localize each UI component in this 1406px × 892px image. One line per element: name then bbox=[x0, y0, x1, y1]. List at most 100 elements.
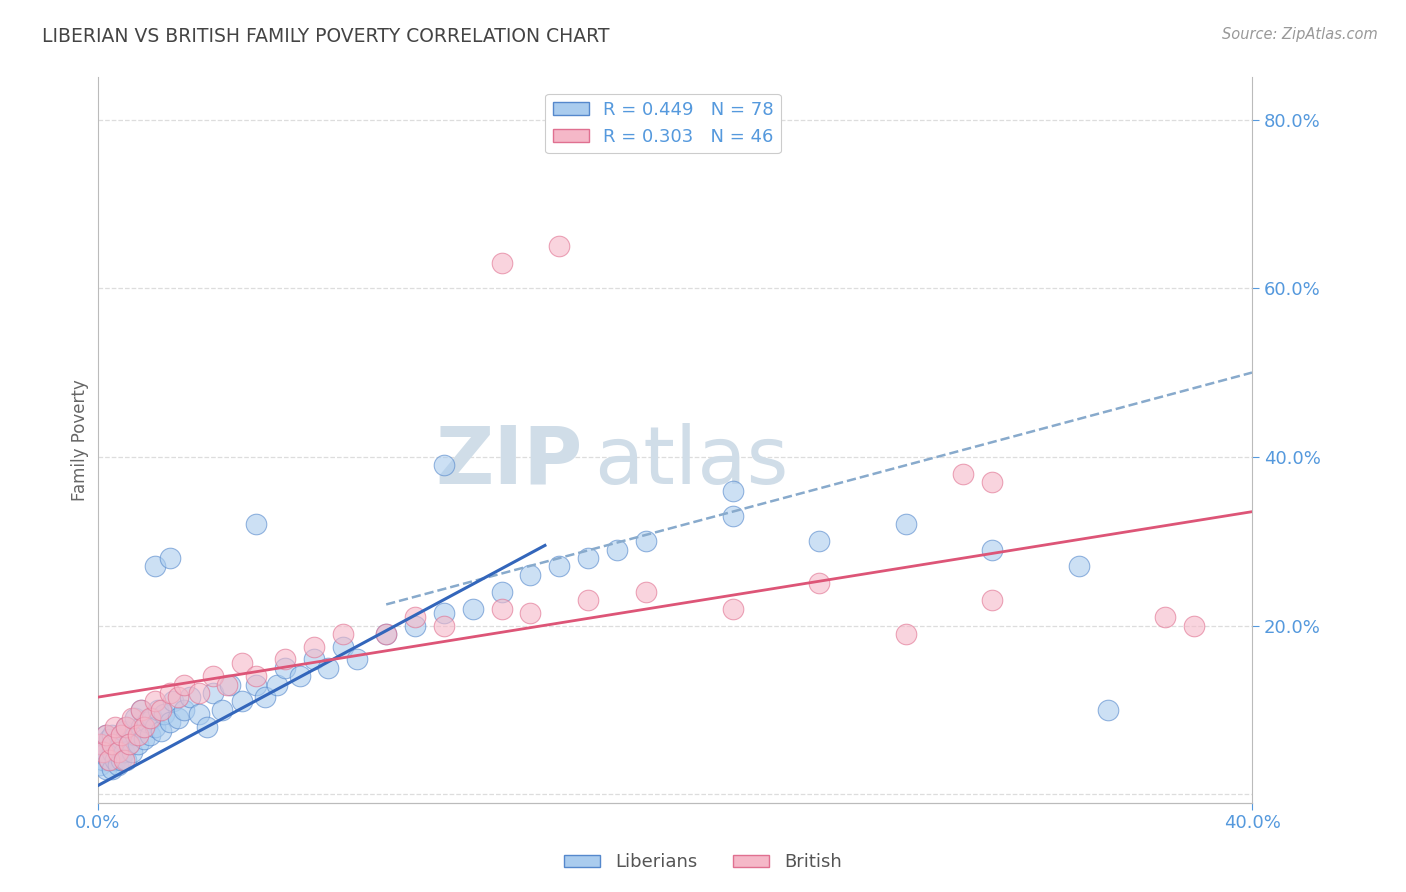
Point bbox=[808, 576, 831, 591]
Point bbox=[318, 661, 340, 675]
Point bbox=[266, 677, 288, 691]
Point bbox=[202, 669, 225, 683]
Point bbox=[98, 732, 121, 747]
Point bbox=[127, 728, 149, 742]
Point bbox=[167, 690, 190, 705]
Point bbox=[159, 715, 181, 730]
Point bbox=[124, 728, 146, 742]
Point bbox=[634, 534, 657, 549]
Point bbox=[107, 740, 129, 755]
Point bbox=[153, 707, 176, 722]
Point bbox=[150, 703, 173, 717]
Point bbox=[288, 669, 311, 683]
Point bbox=[132, 732, 155, 747]
Point bbox=[491, 256, 513, 270]
Text: Source: ZipAtlas.com: Source: ZipAtlas.com bbox=[1222, 27, 1378, 42]
Point bbox=[721, 508, 744, 523]
Text: ZIP: ZIP bbox=[436, 423, 582, 500]
Point bbox=[952, 467, 974, 481]
Point bbox=[721, 601, 744, 615]
Point bbox=[96, 728, 118, 742]
Point bbox=[148, 703, 170, 717]
Point bbox=[159, 686, 181, 700]
Point bbox=[129, 703, 152, 717]
Point bbox=[1067, 559, 1090, 574]
Point bbox=[219, 677, 242, 691]
Point bbox=[143, 694, 166, 708]
Point bbox=[217, 677, 239, 691]
Point bbox=[93, 745, 115, 759]
Point bbox=[433, 618, 456, 632]
Y-axis label: Family Poverty: Family Poverty bbox=[72, 379, 89, 501]
Point bbox=[101, 745, 124, 759]
Point bbox=[159, 551, 181, 566]
Point bbox=[89, 737, 111, 751]
Point bbox=[129, 703, 152, 717]
Point bbox=[118, 737, 141, 751]
Point bbox=[491, 601, 513, 615]
Point bbox=[173, 703, 195, 717]
Point bbox=[981, 593, 1004, 607]
Point bbox=[1182, 618, 1205, 632]
Point bbox=[107, 745, 129, 759]
Point bbox=[118, 737, 141, 751]
Point bbox=[138, 711, 160, 725]
Point bbox=[138, 728, 160, 742]
Point bbox=[346, 652, 368, 666]
Point bbox=[132, 720, 155, 734]
Point bbox=[112, 723, 135, 738]
Point bbox=[274, 652, 297, 666]
Point bbox=[112, 745, 135, 759]
Point bbox=[89, 757, 111, 772]
Point bbox=[491, 584, 513, 599]
Point bbox=[129, 720, 152, 734]
Text: LIBERIAN VS BRITISH FAMILY POVERTY CORRELATION CHART: LIBERIAN VS BRITISH FAMILY POVERTY CORRE… bbox=[42, 27, 610, 45]
Point bbox=[104, 754, 127, 768]
Point bbox=[634, 584, 657, 599]
Point bbox=[93, 754, 115, 768]
Point bbox=[245, 517, 267, 532]
Point bbox=[548, 559, 571, 574]
Point bbox=[150, 723, 173, 738]
Point bbox=[302, 640, 325, 654]
Point bbox=[104, 720, 127, 734]
Point bbox=[548, 239, 571, 253]
Point bbox=[98, 754, 121, 768]
Point bbox=[808, 534, 831, 549]
Point bbox=[1154, 610, 1177, 624]
Point bbox=[195, 720, 218, 734]
Point bbox=[96, 745, 118, 759]
Point bbox=[187, 686, 209, 700]
Point bbox=[253, 690, 276, 705]
Point bbox=[433, 458, 456, 473]
Point bbox=[179, 690, 201, 705]
Point bbox=[135, 715, 157, 730]
Point bbox=[519, 568, 541, 582]
Point bbox=[115, 754, 138, 768]
Point bbox=[124, 711, 146, 725]
Point bbox=[721, 483, 744, 498]
Point bbox=[112, 754, 135, 768]
Point bbox=[576, 551, 599, 566]
Point bbox=[162, 694, 184, 708]
Point bbox=[104, 737, 127, 751]
Point bbox=[894, 627, 917, 641]
Point bbox=[332, 640, 354, 654]
Point bbox=[894, 517, 917, 532]
Point bbox=[101, 737, 124, 751]
Point bbox=[121, 745, 143, 759]
Point bbox=[404, 618, 426, 632]
Point bbox=[981, 475, 1004, 490]
Text: atlas: atlas bbox=[593, 423, 789, 500]
Point bbox=[143, 720, 166, 734]
Point bbox=[115, 720, 138, 734]
Point bbox=[211, 703, 233, 717]
Point bbox=[110, 754, 132, 768]
Point bbox=[274, 661, 297, 675]
Point bbox=[519, 606, 541, 620]
Point bbox=[231, 694, 253, 708]
Point bbox=[96, 728, 118, 742]
Point bbox=[231, 657, 253, 671]
Point bbox=[167, 711, 190, 725]
Point bbox=[89, 740, 111, 755]
